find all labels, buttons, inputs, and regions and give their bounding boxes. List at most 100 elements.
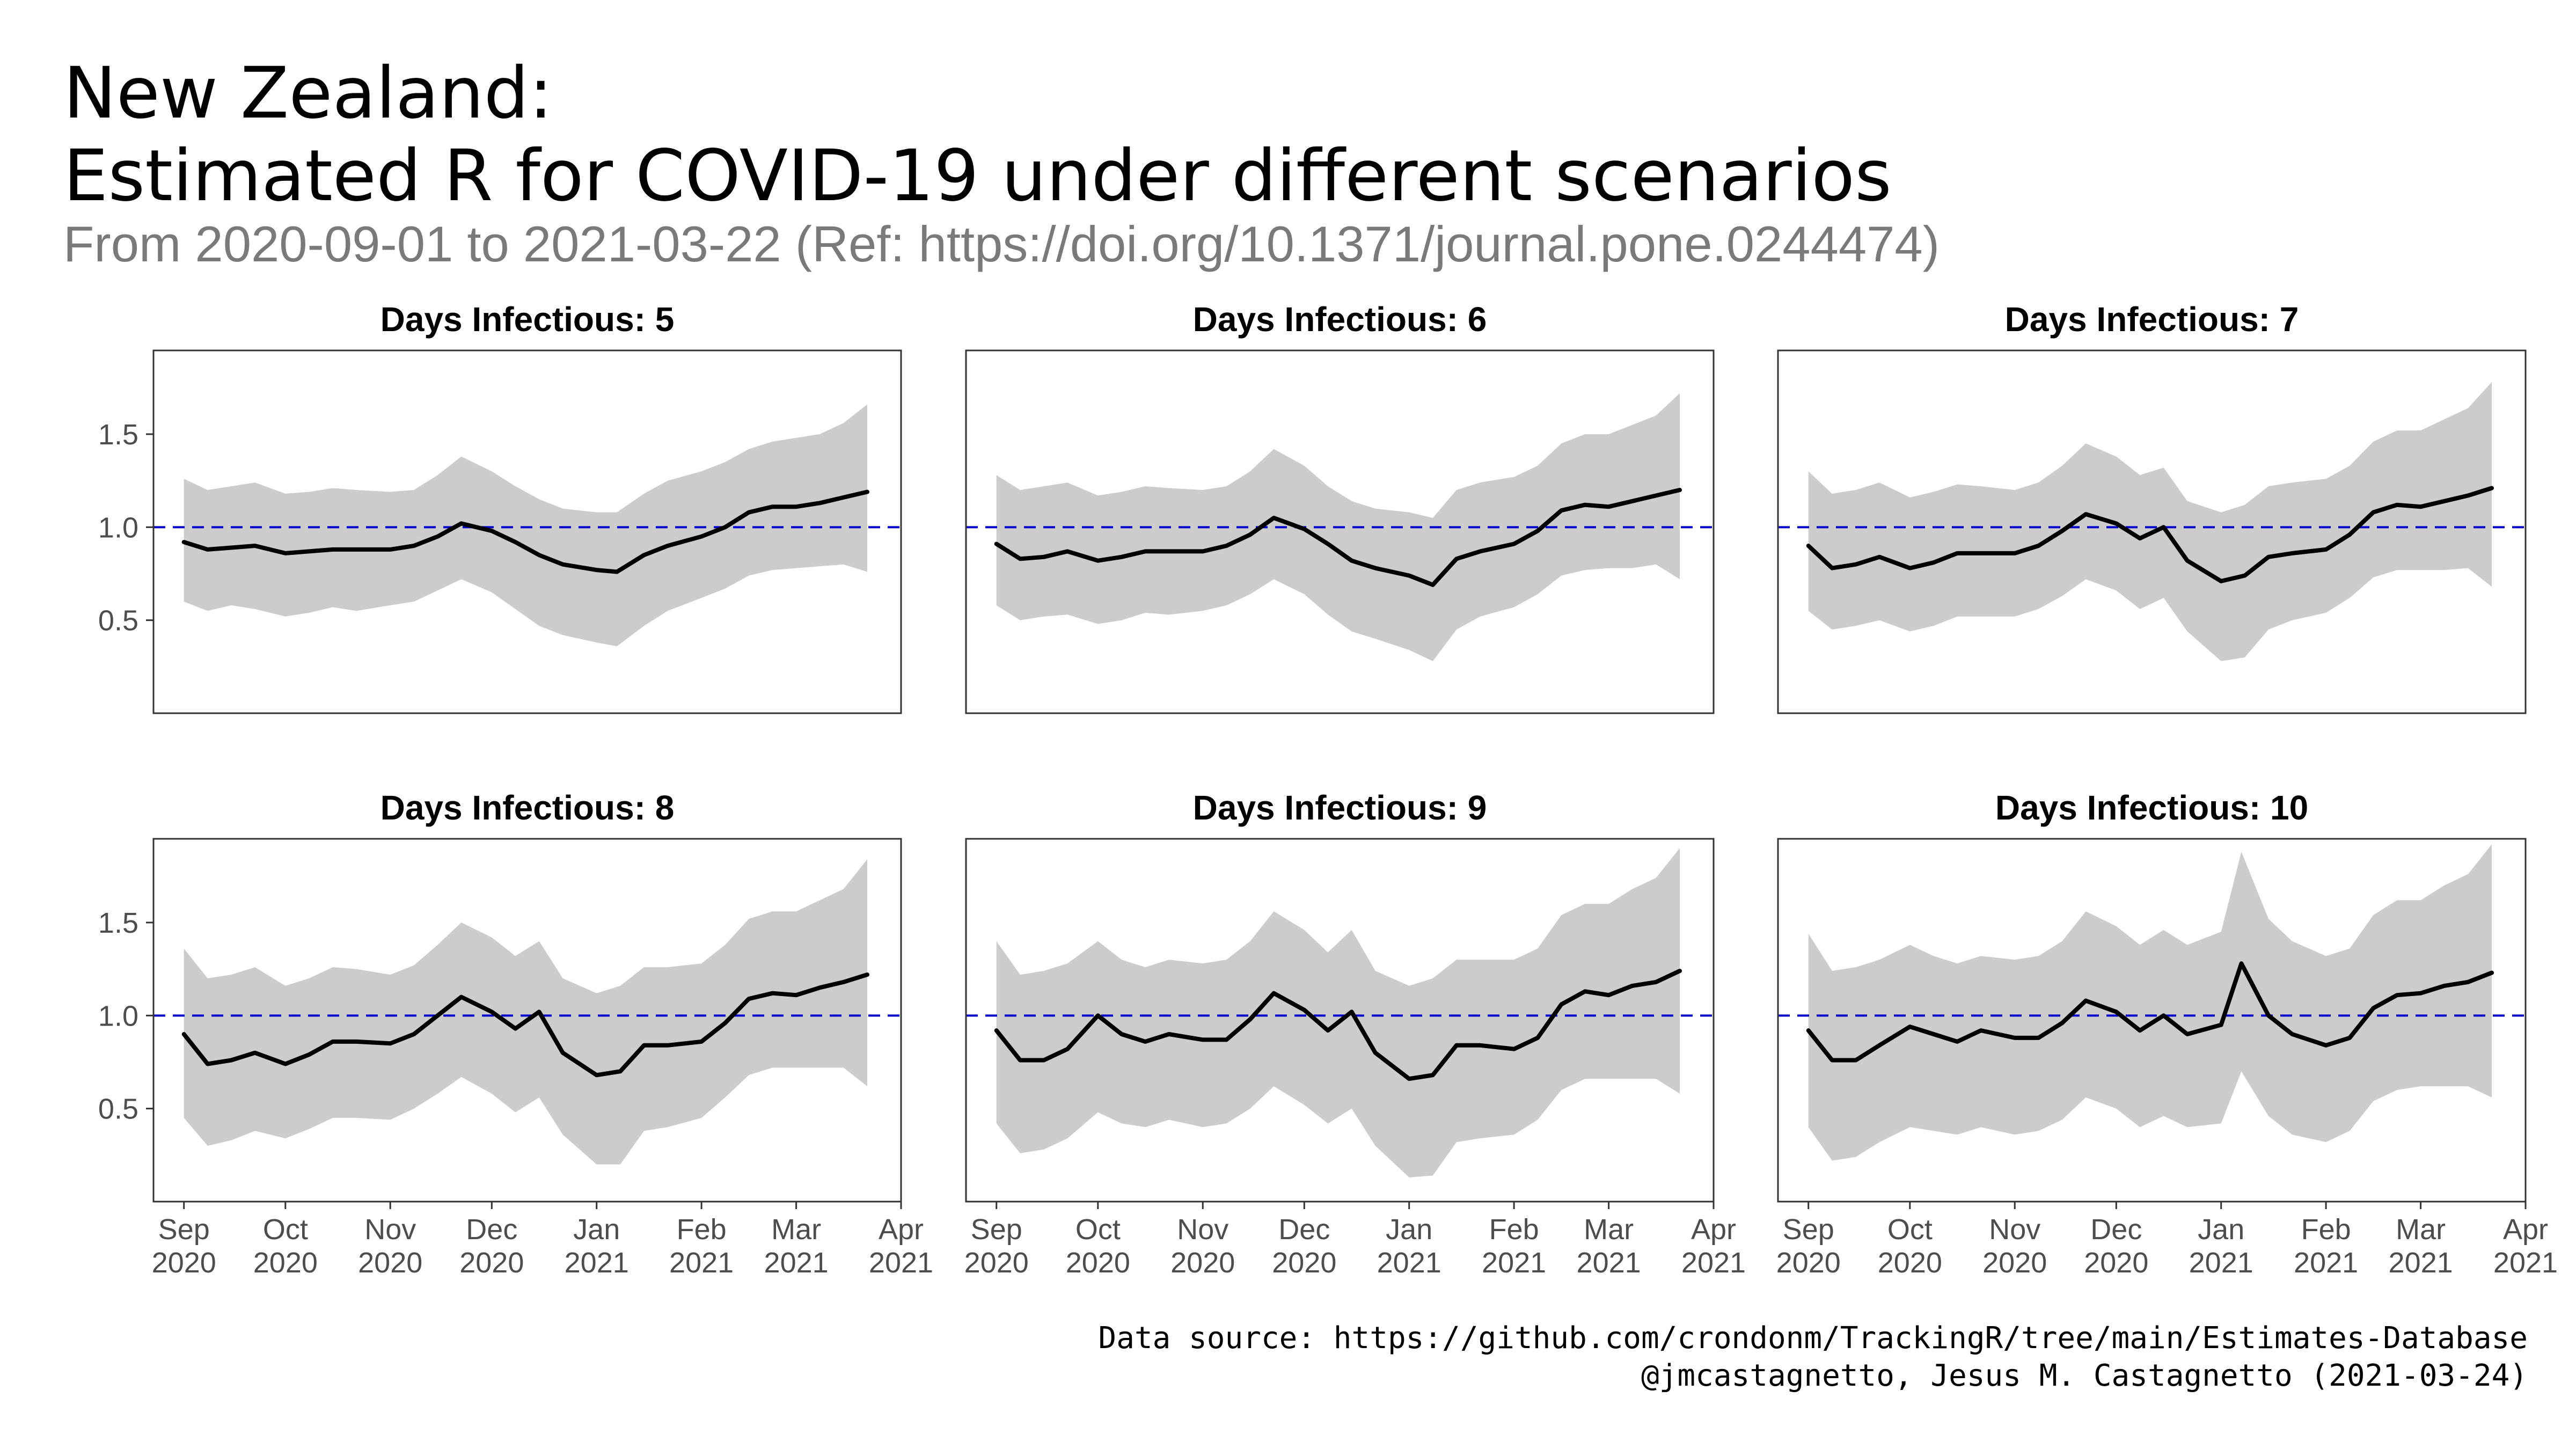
x-tick-month: Sep — [1783, 1213, 1834, 1246]
x-tick-year: 2020 — [1170, 1247, 1235, 1279]
x-tick-year: 2021 — [764, 1247, 829, 1279]
x-tick-year: 2021 — [2389, 1247, 2453, 1279]
x-tick-label: Oct 2020 — [253, 1213, 318, 1279]
x-tick-year: 2021 — [565, 1247, 629, 1279]
x-tick-year: 2021 — [1482, 1247, 1546, 1279]
y-tick-label: 0.5 — [98, 605, 138, 637]
x-tick-month: Nov — [364, 1213, 416, 1246]
panel-frame — [1777, 838, 2527, 1203]
x-tick-label: Apr 2021 — [1681, 1213, 1746, 1279]
x-tick-month: Jan — [1386, 1213, 1432, 1246]
x-tick-month: Mar — [1584, 1213, 1634, 1246]
x-tick-year: 2021 — [669, 1247, 734, 1279]
x-tick-month: Dec — [466, 1213, 517, 1246]
x-tick-year: 2020 — [152, 1247, 216, 1279]
r-estimate-line — [1806, 486, 2494, 583]
facet-strip-title: Days Infectious: 10 — [1995, 788, 2308, 827]
x-tick-month: Nov — [1177, 1213, 1228, 1246]
x-tick-month: Feb — [677, 1213, 727, 1246]
x-tick-label: Feb 2021 — [2294, 1213, 2358, 1279]
chart-title-line2: Estimated R for COVID-19 under different… — [63, 135, 1892, 217]
facet-panel: Days Infectious: 5 0.5 1.0 1.5 — [98, 300, 902, 714]
panel-frame — [1777, 349, 2527, 714]
x-tick-label: Mar 2021 — [2389, 1213, 2453, 1279]
x-tick-month: Apr — [879, 1213, 924, 1246]
x-tick-year: 2020 — [1776, 1247, 1841, 1279]
x-tick-label: Sep 2020 — [1776, 1213, 1841, 1279]
x-tick-month: Mar — [771, 1213, 821, 1246]
x-tick-year: 2021 — [1577, 1247, 1641, 1279]
x-tick-label: Jan 2021 — [2189, 1213, 2253, 1279]
x-tick-month: Feb — [1489, 1213, 1539, 1246]
facet-panel: Days Infectious: 7 — [1777, 300, 2527, 714]
r-estimate-line — [1806, 961, 2494, 1063]
x-tick-label: Mar 2021 — [1577, 1213, 1641, 1279]
x-tick-label: Mar 2021 — [764, 1213, 829, 1279]
x-tick-month: Apr — [2503, 1213, 2548, 1246]
x-tick-label: Oct 2020 — [1878, 1213, 1942, 1279]
r-estimate-line — [181, 972, 869, 1078]
chart-subtitle: From 2020-09-01 to 2021-03-22 (Ref: http… — [63, 216, 1940, 272]
x-tick-label: Feb 2021 — [669, 1213, 734, 1279]
x-tick-year: 2021 — [2294, 1247, 2358, 1279]
x-tick-label: Sep 2020 — [152, 1213, 216, 1279]
r-estimate-line — [181, 489, 869, 574]
panel-frame — [965, 838, 1715, 1203]
data-source-caption: Data source: https://github.com/crondonm… — [1098, 1321, 2528, 1356]
facet-strip-title: Days Infectious: 5 — [380, 300, 675, 339]
x-tick-month: Nov — [1989, 1213, 2040, 1246]
x-tick-month: Dec — [1278, 1213, 1330, 1246]
x-tick-label: Nov 2020 — [358, 1213, 422, 1279]
x-tick-label: Nov 2020 — [1982, 1213, 2047, 1279]
x-tick-year: 2020 — [2084, 1247, 2148, 1279]
confidence-band — [184, 404, 868, 647]
r-estimate-line — [994, 488, 1682, 587]
x-tick-year: 2020 — [1878, 1247, 1942, 1279]
x-tick-month: Feb — [2301, 1213, 2351, 1246]
x-tick-year: 2021 — [869, 1247, 933, 1279]
confidence-band — [996, 848, 1680, 1177]
x-tick-label: Nov 2020 — [1170, 1213, 1235, 1279]
y-tick-label: 1.5 — [98, 907, 138, 939]
x-tick-month: Apr — [1691, 1213, 1736, 1246]
x-tick-year: 2021 — [1377, 1247, 1441, 1279]
x-tick-year: 2021 — [2493, 1247, 2558, 1279]
x-tick-month: Jan — [2198, 1213, 2244, 1246]
x-tick-label: Feb 2021 — [1482, 1213, 1546, 1279]
panel-frame — [152, 838, 902, 1203]
facet-strip-title: Days Infectious: 6 — [1193, 300, 1487, 339]
x-tick-month: Sep — [971, 1213, 1022, 1246]
r-estimate-line — [994, 969, 1682, 1081]
x-tick-year: 2021 — [1681, 1247, 1746, 1279]
facet-strip-title: Days Infectious: 7 — [2005, 300, 2299, 339]
x-tick-label: Dec 2020 — [459, 1213, 524, 1279]
chart-title-line1: New Zealand: — [63, 52, 553, 135]
x-tick-label: Dec 2020 — [1272, 1213, 1336, 1279]
y-tick-label: 1.0 — [98, 511, 138, 544]
x-tick-year: 2020 — [358, 1247, 422, 1279]
x-tick-year: 2020 — [1066, 1247, 1130, 1279]
x-tick-label: Dec 2020 — [2084, 1213, 2148, 1279]
x-tick-label: Jan 2021 — [565, 1213, 629, 1279]
y-tick-label: 1.0 — [98, 1000, 138, 1032]
x-tick-label: Oct 2020 — [1066, 1213, 1130, 1279]
x-tick-year: 2020 — [253, 1247, 318, 1279]
panel-frame — [965, 349, 1715, 714]
x-tick-month: Sep — [158, 1213, 210, 1246]
x-tick-label: Jan 2021 — [1377, 1213, 1441, 1279]
x-tick-year: 2020 — [964, 1247, 1029, 1279]
confidence-band — [1808, 844, 2492, 1161]
panel-frame — [152, 349, 902, 714]
facet-strip-title: Days Infectious: 8 — [380, 788, 675, 827]
x-tick-month: Oct — [1075, 1213, 1121, 1246]
x-tick-year: 2020 — [1982, 1247, 2047, 1279]
facet-strip-title: Days Infectious: 9 — [1193, 788, 1487, 827]
y-tick-label: 0.5 — [98, 1093, 138, 1125]
confidence-band — [1808, 382, 2492, 661]
x-tick-month: Mar — [2396, 1213, 2446, 1246]
x-tick-year: 2021 — [2189, 1247, 2253, 1279]
